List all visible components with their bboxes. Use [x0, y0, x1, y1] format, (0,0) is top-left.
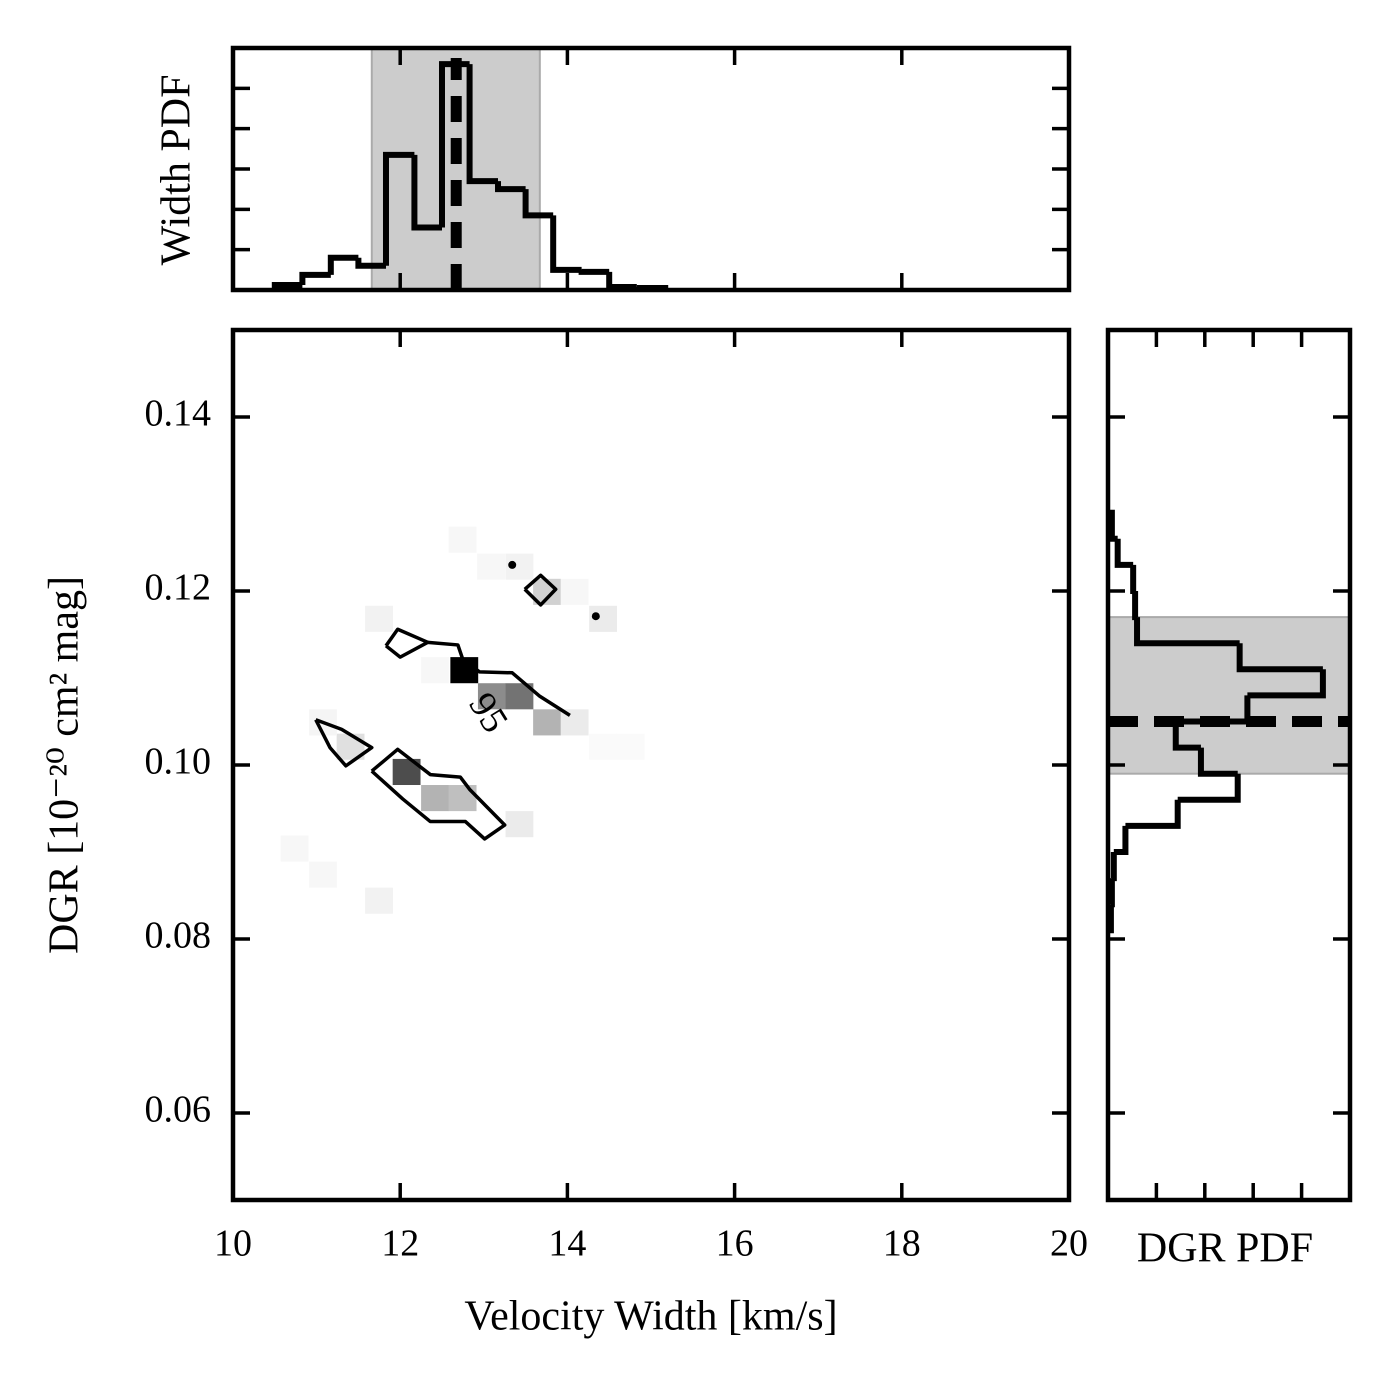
heatmap-cell: [365, 605, 393, 632]
heatmap-cell: [477, 553, 505, 580]
axes-frame: [230, 327, 1072, 1203]
histogram-step: [1114, 538, 1134, 568]
histogram-step: [1132, 591, 1139, 621]
credible-interval: [370, 47, 541, 291]
histogram-step: [578, 268, 610, 275]
heatmap-cell: [589, 733, 617, 760]
heatmap-cell: [505, 811, 534, 838]
top-y-axis-label: Width PDF: [154, 75, 200, 266]
histogram-step: [1236, 643, 1323, 673]
y-tick-label: 0.08: [145, 915, 212, 957]
right-x-axis-label: DGR PDF: [1137, 1226, 1313, 1272]
histogram-step: [382, 151, 415, 266]
axes-frame: [1105, 327, 1353, 1203]
x-tick-label: 12: [381, 1223, 419, 1265]
heatmap-cell: [365, 887, 393, 914]
heatmap-cell: [477, 683, 506, 710]
contour-line: [370, 747, 507, 841]
histogram-step: [327, 254, 359, 275]
histogram-step: [495, 181, 526, 193]
histogram-step: [1197, 747, 1238, 777]
heatmap-cell: [421, 785, 449, 812]
y-tick-label: 0.10: [145, 741, 212, 783]
heatmap-cell: [533, 709, 561, 736]
histogram-step: [411, 154, 442, 231]
histogram-step: [1172, 721, 1201, 751]
contour-line: [314, 718, 374, 768]
x-tick-label: 16: [716, 1223, 754, 1265]
y-axis-label: DGR [10⁻²⁰ cm² mag]: [42, 576, 88, 954]
histogram-step: [355, 257, 386, 269]
histogram-step: [550, 215, 582, 273]
histogram-step: [1247, 669, 1326, 699]
y-tick-label: 0.14: [145, 393, 212, 435]
histogram-step: [1113, 825, 1129, 855]
x-axis-label: Velocity Width [km/s]: [464, 1294, 837, 1340]
x-tick-label: 14: [548, 1223, 586, 1265]
contour-point: [508, 560, 517, 569]
histogram-step: [522, 189, 554, 219]
heatmap-cell: [560, 578, 589, 605]
contour-line: [523, 573, 558, 607]
histogram-step: [1108, 878, 1115, 908]
heatmap-cell: [421, 657, 449, 684]
contour-line: [427, 640, 571, 717]
heatmap-cell: [309, 861, 337, 888]
x-tick-label: 10: [214, 1223, 252, 1265]
y-tick-label: 0.12: [145, 567, 212, 609]
heatmap-cell: [616, 733, 645, 760]
heatmap-cell: [280, 835, 309, 862]
axes-frame: [230, 45, 1072, 293]
x-tick-label: 20: [1050, 1223, 1088, 1265]
contour-line: [384, 627, 430, 659]
histogram-step: [606, 271, 637, 290]
histogram-step: [1125, 799, 1181, 829]
heatmap-cell: [448, 526, 477, 553]
histogram-step: [299, 271, 331, 285]
histogram-step: [1134, 617, 1240, 647]
histogram-step: [1110, 852, 1117, 882]
contour-point: [591, 612, 600, 621]
histogram-step: [1130, 564, 1137, 594]
histogram-step: [466, 64, 499, 185]
x-tick-label: 18: [883, 1223, 921, 1265]
heatmap-cell: [448, 785, 477, 812]
y-tick-label: 0.06: [145, 1089, 212, 1131]
histogram-step: [1177, 773, 1241, 803]
